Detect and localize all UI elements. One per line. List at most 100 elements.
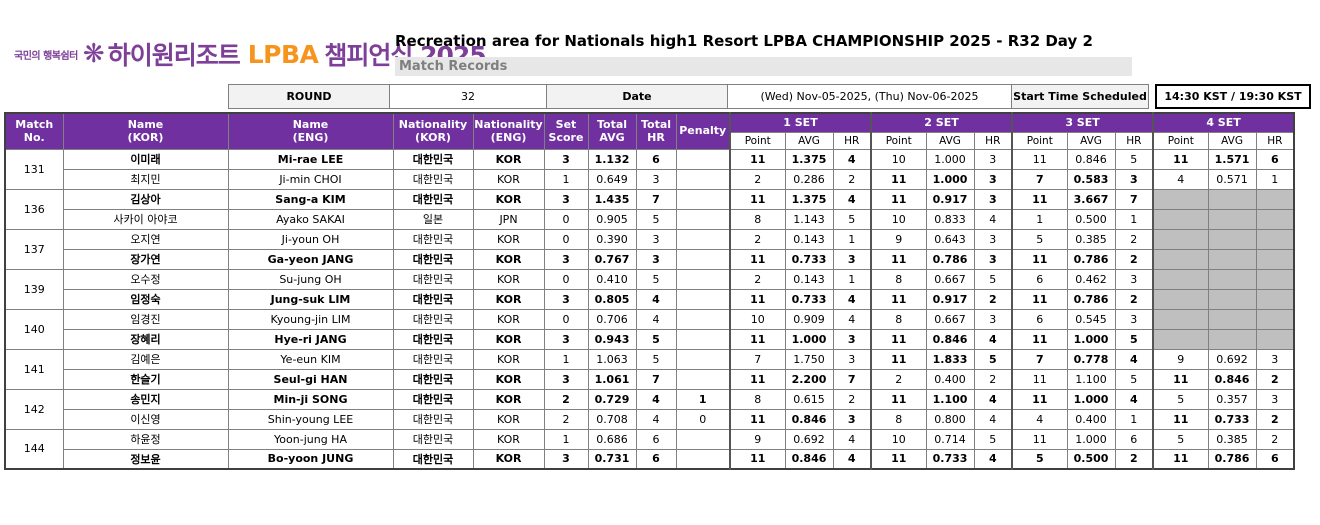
set-point: 9 xyxy=(729,428,786,450)
set-score: 1 xyxy=(543,168,589,190)
set-point: 11 xyxy=(1011,388,1068,410)
total-hr: 4 xyxy=(635,308,677,330)
set-avg: 0.833 xyxy=(925,208,975,230)
start-time-value: 14:30 KST / 19:30 KST xyxy=(1155,84,1311,109)
set-point: 2 xyxy=(729,228,786,250)
nationality-kor: 대한민국 xyxy=(392,408,474,430)
match-number: 142 xyxy=(4,388,64,430)
nationality-eng: KOR xyxy=(472,308,545,330)
set-hr: 5 xyxy=(973,348,1013,370)
player-name-kor: 김상아 xyxy=(62,188,229,210)
set-hr: 5 xyxy=(1114,328,1154,350)
set-avg: 0.778 xyxy=(1066,348,1116,370)
set-avg: 0.385 xyxy=(1207,428,1257,450)
player-row: 한슬기 Seul-gi HAN 대한민국 KOR 3 1.061 7 11 2.200 7 2 0.4… xyxy=(5,368,1295,390)
total-avg: 0.390 xyxy=(587,228,637,250)
set-avg: 0.846 xyxy=(1207,368,1257,390)
total-hr: 4 xyxy=(635,388,677,410)
set-avg: 1.833 xyxy=(925,348,975,370)
set-point: 11 xyxy=(729,148,786,170)
nationality-kor: 대한민국 xyxy=(392,188,474,210)
set-hr: 3 xyxy=(973,168,1013,190)
player-row: 136 김상아 Sang-a KIM 대한민국 KOR 3 1.435 7 11 1.375 4 11… xyxy=(4,188,1295,230)
penalty xyxy=(675,168,731,190)
logo-tagline: 국민의 행복쉼터 xyxy=(14,50,78,62)
match-number: 139 xyxy=(4,268,64,310)
set-avg xyxy=(1207,208,1257,230)
penalty: 1 xyxy=(675,388,731,410)
player-row: 139 오수정 Su-jung OH 대한민국 KOR 0 0.410 5 2 0.143 1 8 0.… xyxy=(4,268,1295,310)
set-hr: 7 xyxy=(1114,188,1154,210)
title-block: Recreation area for Nationals high1 Reso… xyxy=(395,32,1132,76)
col-header-set3: 3 SET xyxy=(1011,112,1154,133)
set-point xyxy=(1152,308,1209,330)
set-avg: 1.000 xyxy=(1066,388,1116,410)
nationality-kor: 대한민국 xyxy=(392,268,474,290)
set-score: 0 xyxy=(543,208,589,230)
set-point: 5 xyxy=(1152,428,1209,450)
set-avg: 0.400 xyxy=(1066,408,1116,430)
nationality-kor: 대한민국 xyxy=(392,448,474,470)
set-avg: 0.500 xyxy=(1066,208,1116,230)
set-avg: 0.692 xyxy=(1207,348,1257,370)
logo-resort-text: 하이원리조트 xyxy=(107,41,241,70)
player-name-eng: Sang-a KIM xyxy=(227,188,394,210)
nationality-kor: 일본 xyxy=(392,208,474,230)
set-point: 11 xyxy=(1011,428,1068,450)
match-number: 136 xyxy=(4,188,64,230)
subheader-set4-point: Point xyxy=(1152,131,1209,150)
nationality-eng: KOR xyxy=(472,368,545,390)
set-score: 0 xyxy=(543,268,589,290)
set-point: 8 xyxy=(870,308,927,330)
subheader-set1-point: Point xyxy=(729,131,786,150)
penalty xyxy=(675,208,731,230)
nationality-eng: KOR xyxy=(472,388,545,410)
match-number: 140 xyxy=(4,308,64,350)
set-point: 11 xyxy=(870,348,927,370)
penalty xyxy=(675,288,731,310)
set-point xyxy=(1152,188,1209,210)
subheader-set2-point: Point xyxy=(870,131,927,150)
set-avg: 0.800 xyxy=(925,408,975,430)
nationality-kor: 대한민국 xyxy=(392,288,474,310)
nationality-kor: 대한민국 xyxy=(392,428,474,450)
set-hr: 4 xyxy=(832,448,872,470)
date-value: (Wed) Nov-05-2025, (Thu) Nov-06-2025 xyxy=(728,84,1012,109)
total-hr: 6 xyxy=(635,148,677,170)
penalty xyxy=(675,308,731,330)
subheader-set3-hr: HR xyxy=(1114,131,1154,150)
set-avg: 0.400 xyxy=(925,368,975,390)
penalty xyxy=(675,448,731,470)
player-row: 144 하윤정 Yoon-jung HA 대한민국 KOR 1 0.686 6 9 0.692 4 1… xyxy=(4,428,1295,470)
nationality-eng: KOR xyxy=(472,408,545,430)
col-header-nationality-kor: Nationality (KOR) xyxy=(392,112,474,150)
set-hr xyxy=(1255,288,1295,310)
set-hr: 5 xyxy=(973,268,1013,290)
set-hr: 3 xyxy=(1114,308,1154,330)
set-avg: 0.786 xyxy=(1207,448,1257,470)
penalty xyxy=(675,248,731,270)
set-avg: 0.143 xyxy=(784,228,834,250)
set-hr: 2 xyxy=(1114,288,1154,310)
col-header-set1: 1 SET xyxy=(728,112,872,133)
nationality-eng: KOR xyxy=(472,168,545,190)
set-hr: 3 xyxy=(973,228,1013,250)
match-number: 144 xyxy=(4,428,64,470)
set-avg: 1.375 xyxy=(784,188,834,210)
player-row: 140 임경진 Kyoung-jin LIM 대한민국 KOR 0 0.706 4 10 0.90… xyxy=(4,308,1295,350)
nationality-kor: 대한민국 xyxy=(392,148,474,170)
set-hr: 4 xyxy=(832,148,872,170)
set-avg: 1.000 xyxy=(925,168,975,190)
nationality-kor: 대한민국 xyxy=(392,228,474,250)
set-hr: 4 xyxy=(973,448,1013,470)
set-hr: 2 xyxy=(1114,248,1154,270)
set-hr xyxy=(1255,328,1295,350)
player-name-eng: Kyoung-jin LIM xyxy=(227,308,394,330)
penalty xyxy=(675,148,731,170)
penalty xyxy=(675,228,731,250)
total-avg: 0.410 xyxy=(587,268,637,290)
set-point: 11 xyxy=(729,408,786,430)
set-avg: 1.750 xyxy=(784,348,834,370)
set-score: 2 xyxy=(543,408,589,430)
nationality-kor: 대한민국 xyxy=(392,368,474,390)
